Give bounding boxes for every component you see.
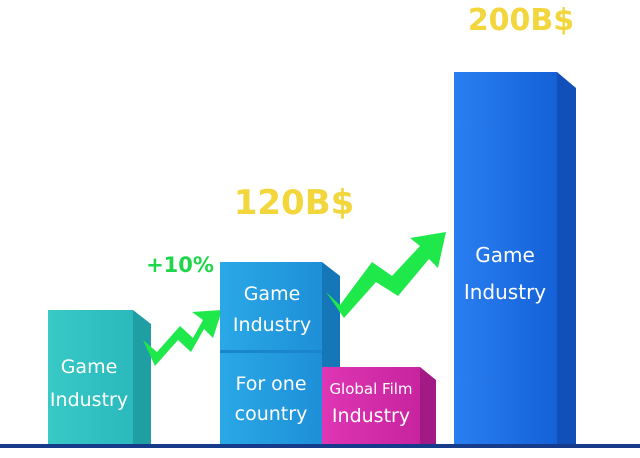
bar-3 — [322, 367, 436, 444]
bar-2-top-label-line1: Game — [244, 283, 301, 305]
bar-2-top-label-line2: Industry — [233, 314, 311, 336]
bar-1-label-line2: Industry — [50, 389, 128, 411]
bar-4-label-line1: Game — [475, 243, 535, 267]
bar-2-bottom-label-line1: For one — [235, 373, 306, 395]
growth-arrow-2 — [326, 232, 446, 318]
bar-2-value-label: 120B$ — [234, 183, 355, 223]
bar-1-label-line1: Game — [61, 356, 118, 378]
growth-label-1: +10% — [146, 253, 214, 277]
bar-4-value-label: 200B$ — [468, 3, 574, 38]
baseline — [0, 444, 640, 448]
bar-1 — [48, 310, 151, 444]
growth-arrow-1 — [143, 310, 222, 366]
bar-4 — [454, 72, 576, 444]
bar-3-label-line1: Global Film — [329, 380, 412, 398]
bar-3-label-line2: Industry — [332, 405, 410, 427]
bar-4-label-line2: Industry — [464, 280, 546, 304]
bar-2-bottom-label-line2: country — [235, 403, 308, 425]
